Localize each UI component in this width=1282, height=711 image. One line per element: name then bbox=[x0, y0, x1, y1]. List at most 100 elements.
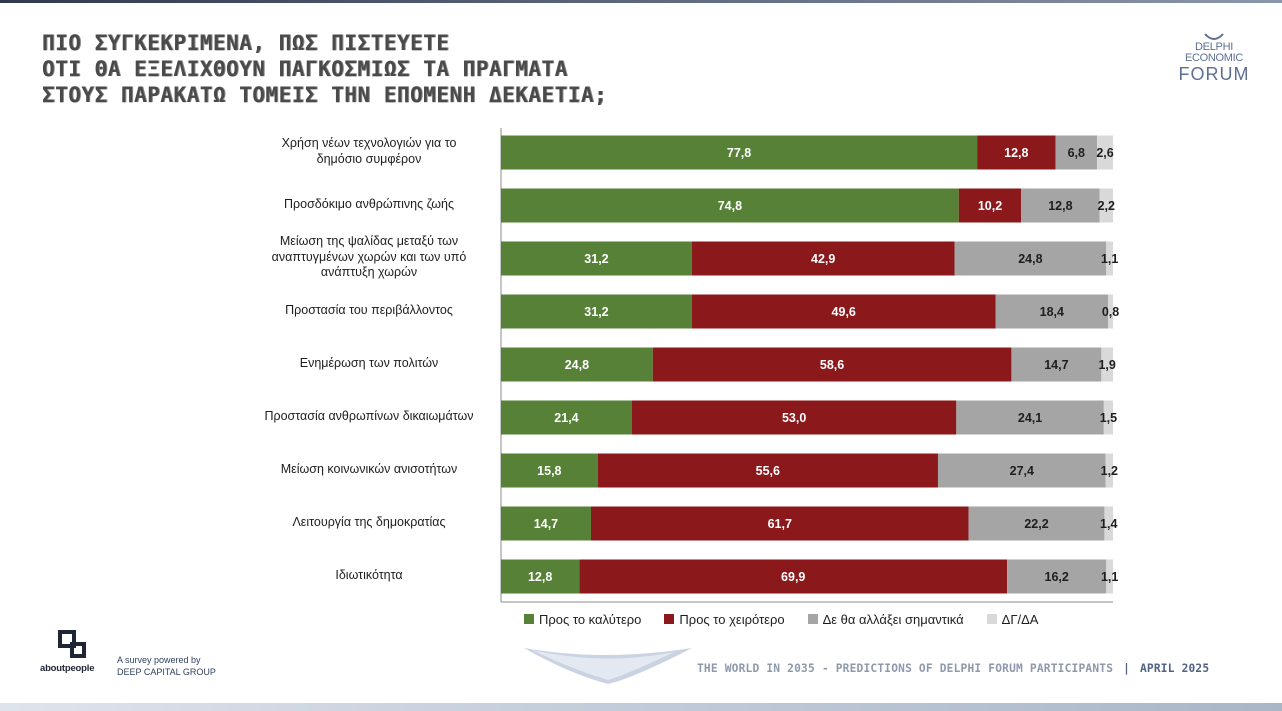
category-label: Μείωση κοινωνικών ανισοτήτων bbox=[250, 462, 488, 478]
data-label: 24,1 bbox=[1018, 411, 1042, 425]
legend-swatch bbox=[664, 614, 675, 624]
category-label-line: Μείωση κοινωνικών ανισοτήτων bbox=[280, 461, 458, 476]
category-label: Προστασία του περιβάλλοντος bbox=[250, 303, 488, 319]
legend-item: Δε θα αλλάξει σημαντικά bbox=[807, 611, 964, 627]
category-label-line: δημόσιο συμφέρον bbox=[316, 151, 422, 166]
data-label: 12,8 bbox=[1048, 199, 1072, 213]
bar-segment-series-4 bbox=[1097, 135, 1113, 170]
data-label: 77,8 bbox=[727, 146, 751, 160]
category-label-line: Λειτουργία της δημοκρατίας bbox=[292, 514, 446, 529]
bar-segment-series-2 bbox=[597, 453, 938, 488]
category-label: Μείωση της ψαλίδας μεταξύ των αναπτυγμένω… bbox=[250, 234, 488, 281]
category-label-line: Προστασία του περιβάλλοντος bbox=[285, 302, 453, 317]
data-label: 12,8 bbox=[528, 570, 552, 584]
data-label: 12,8 bbox=[1004, 146, 1028, 160]
bar-segment-series-1 bbox=[501, 188, 959, 223]
data-label: 31,2 bbox=[584, 305, 608, 319]
category-label: Προσδόκιμο ανθρώπινης ζωής bbox=[250, 197, 488, 213]
bar-segment-series-4 bbox=[1103, 400, 1113, 435]
bar-segment-series-2 bbox=[631, 400, 957, 435]
category-label: Προστασία ανθρωπίνων δικαιωμάτων bbox=[250, 409, 488, 425]
legend-label: Προς το καλύτερο bbox=[539, 611, 642, 627]
bar-segment-series-2 bbox=[579, 559, 1008, 594]
data-label: 2,2 bbox=[1098, 199, 1115, 213]
bar-segment-series-2 bbox=[652, 347, 1012, 382]
legend-label: ΔΓ/ΔΑ bbox=[1001, 611, 1039, 627]
page-title: ΠΙΟ ΣΥΓΚΕΚΡΙΜΕΝΑ, ΠΩΣ ΠΙΣΤΕΥΕΤΕ ΟΤΙ ΘΑ Ε… bbox=[42, 30, 762, 108]
legend-swatch bbox=[524, 614, 534, 624]
category-label-line: αναπτυγμένων χωρών και των υπό bbox=[271, 249, 467, 264]
bar-segment-series-4 bbox=[1105, 453, 1113, 488]
category-label-line: Ενημέρωση των πολιτών bbox=[299, 355, 439, 370]
legend-label: Δε θα αλλάξει σημαντικά bbox=[822, 611, 964, 627]
bar-segment-series-3 bbox=[968, 506, 1105, 541]
bar-segment-series-1 bbox=[501, 241, 692, 276]
bar-segment-series-2 bbox=[977, 135, 1056, 170]
title-line-2: ΟΤΙ ΘΑ ΕΞΕΛΙΧΘΟΥΝ ΠΑΓΚΟΣΜΙΩΣ ΤΑ ΠΡΑΓΜΑΤΑ bbox=[42, 57, 568, 81]
footer-separator: | bbox=[1123, 662, 1131, 675]
category-label-line: Προστασία ανθρωπίνων δικαιωμάτων bbox=[264, 408, 474, 423]
data-label: 21,4 bbox=[554, 411, 578, 425]
bar-segment-series-3 bbox=[1011, 347, 1102, 382]
aboutpeople-name: aboutpeople bbox=[40, 663, 95, 674]
title-line-3: ΣΤΟΥΣ ΠΑΡΑΚΑΤΩ ΤΟΜΕΙΣ ΤΗΝ ΕΠΟΜΕΝΗ ΔΕΚΑΕΤ… bbox=[42, 83, 608, 107]
data-label: 49,6 bbox=[832, 305, 856, 319]
category-label: Χρήση νέων τεχνολογιών για το δημόσιο συμ… bbox=[250, 136, 488, 167]
data-label: 61,7 bbox=[768, 517, 792, 531]
deep-capital-line: DEEP CAPITAL GROUP bbox=[117, 667, 216, 677]
legend-item: Προς το χειρότερο bbox=[664, 611, 785, 627]
chart-legend: Προς το καλύτερο Προς το χειρότερο Δε θα α… bbox=[524, 610, 1061, 628]
data-label: 6,8 bbox=[1068, 146, 1085, 160]
delphi-forum-logo: DELPHI ECONOMIC FORUM bbox=[1178, 32, 1250, 102]
category-label-line: Μείωση της ψαλίδας μεταξύ των bbox=[279, 234, 459, 249]
data-label: 74,8 bbox=[718, 199, 742, 213]
category-label-line: Ιδιωτικότητα bbox=[335, 567, 403, 582]
footer-event-title: THE WORLD IN 2035 - PREDICTIONS OF DELPH… bbox=[697, 662, 1114, 675]
data-label: 42,9 bbox=[811, 252, 835, 266]
decorative-wave-icon bbox=[524, 648, 692, 684]
data-label: 27,4 bbox=[1010, 464, 1034, 478]
bar-segment-series-3 bbox=[1055, 135, 1098, 170]
aboutpeople-mark-icon bbox=[58, 630, 86, 658]
data-label: 0,8 bbox=[1102, 305, 1119, 319]
bar-segment-series-4 bbox=[1104, 506, 1113, 541]
data-label: 1,5 bbox=[1100, 411, 1117, 425]
data-label: 14,7 bbox=[1044, 358, 1068, 372]
bar-segment-series-3 bbox=[995, 294, 1109, 329]
data-label: 2,6 bbox=[1096, 146, 1113, 160]
legend-label: Προς το χειρότερο bbox=[679, 611, 785, 627]
data-label: 16,2 bbox=[1045, 570, 1069, 584]
data-label: 24,8 bbox=[1018, 252, 1042, 266]
data-label: 10,2 bbox=[978, 199, 1002, 213]
data-label: 1,4 bbox=[1100, 517, 1117, 531]
legend-swatch bbox=[986, 614, 997, 624]
data-label: 1,1 bbox=[1101, 570, 1118, 584]
data-label: 1,2 bbox=[1101, 464, 1118, 478]
data-label: 15,8 bbox=[537, 464, 561, 478]
bar-segment-series-1 bbox=[501, 347, 653, 382]
powered-by-line: A survey powered by bbox=[117, 655, 201, 665]
footer-caption: THE WORLD IN 2035 - PREDICTIONS OF DELPH… bbox=[697, 662, 1209, 675]
bar-segment-series-1 bbox=[501, 294, 692, 329]
category-label: Λειτουργία της δημοκρατίας bbox=[250, 515, 488, 531]
data-label: 58,6 bbox=[820, 358, 844, 372]
data-label: 31,2 bbox=[584, 252, 608, 266]
bar-segment-series-3 bbox=[1007, 559, 1107, 594]
category-label-line: ανάπτυξη χωρών bbox=[320, 265, 418, 280]
bar-segment-series-2 bbox=[958, 188, 1022, 223]
data-label: 22,2 bbox=[1024, 517, 1048, 531]
delphi-arc-icon bbox=[1204, 33, 1224, 40]
logo-text-forum: FORUM bbox=[1178, 64, 1250, 84]
data-label: 53,0 bbox=[782, 411, 806, 425]
category-label-line: Προσδόκιμο ανθρώπινης ζωής bbox=[283, 196, 454, 211]
bar-segment-series-2 bbox=[590, 506, 969, 541]
footer-date: APRIL 2025 bbox=[1139, 662, 1210, 675]
data-label: 18,4 bbox=[1040, 305, 1064, 319]
title-line-1: ΠΙΟ ΣΥΓΚΕΚΡΙΜΕΝΑ, ΠΩΣ ΠΙΣΤΕΥΕΤΕ bbox=[42, 31, 450, 55]
powered-by-text: A survey powered by DEEP CAPITAL GROUP bbox=[117, 654, 216, 678]
category-label-line: Χρήση νέων τεχνολογιών για το bbox=[281, 136, 457, 150]
bar-segment-series-4 bbox=[1101, 347, 1113, 382]
category-label: Ιδιωτικότητα bbox=[250, 568, 488, 584]
